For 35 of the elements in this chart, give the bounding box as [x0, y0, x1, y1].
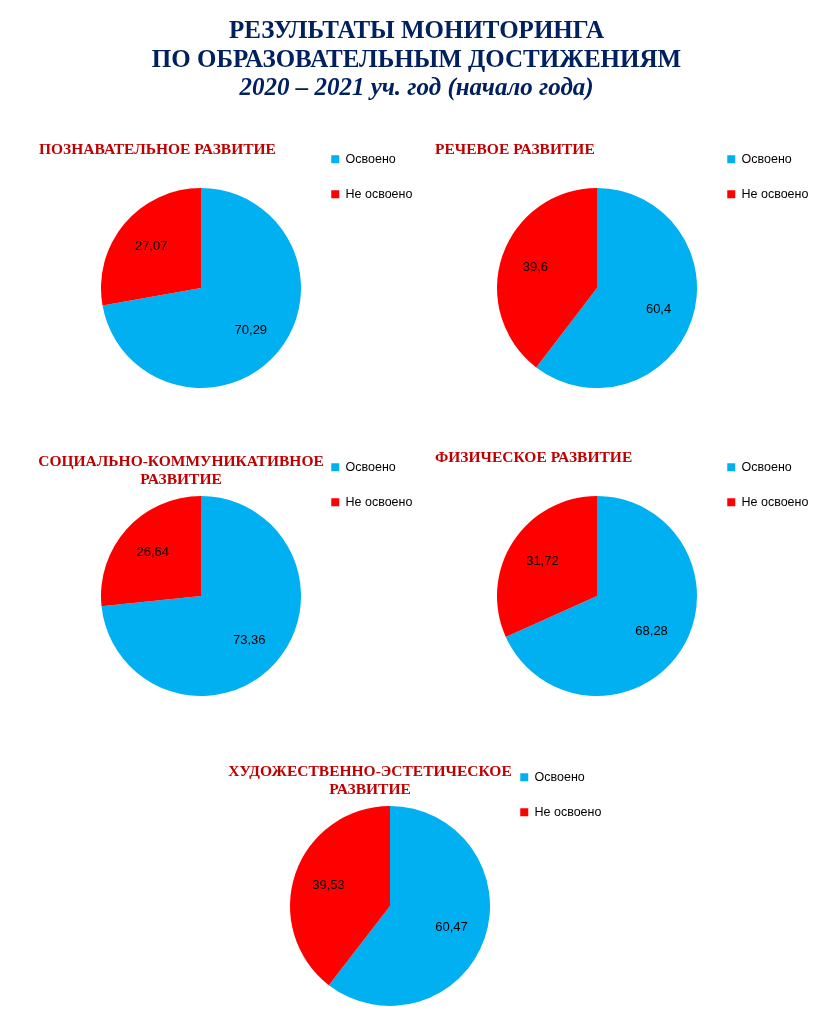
chart-title: СОЦИАЛЬНО-КОММУНИКАТИВНОЕ РАЗВИТИЕ — [38, 451, 324, 487]
legend-label: Не освоено — [741, 187, 809, 202]
data-label: 60,47 — [435, 919, 468, 934]
pie-slice — [101, 496, 301, 696]
data-label: 31,72 — [526, 552, 559, 568]
chart-title: ФИЗИЧЕСКОЕ РАЗВИТИЕ — [435, 447, 633, 465]
data-label: 39,6 — [522, 259, 549, 275]
data-label: 39,53 — [312, 877, 345, 892]
pie-slice — [505, 496, 697, 696]
legend-label: Не освоено — [345, 495, 413, 510]
text: 2020 – 2021 уч. год (начало года) — [238, 73, 594, 101]
legend-label: Освоено — [345, 460, 396, 475]
pie-slice — [290, 806, 390, 986]
pie-slice — [497, 496, 597, 637]
data-label: 68,28 — [635, 623, 668, 639]
chart-title: ПОЗНАВАТЕЛЬНОЕ РАЗВИТИЕ — [39, 139, 276, 157]
legend-label: Не освоено — [741, 495, 809, 510]
data-label: 27,07 — [134, 238, 168, 254]
legend-label: Освоено — [345, 152, 396, 167]
pie-slice — [102, 188, 301, 388]
legend-label: Освоено — [741, 152, 792, 167]
chart-title: ХУДОЖЕСТВЕННО-ЭСТЕТИЧЕСКОЕ РАЗВИТИЕ — [228, 761, 512, 797]
legend-label: Не освоено — [345, 187, 413, 202]
data-label: 73,36 — [232, 631, 266, 647]
legend-label: Не освоено — [534, 805, 602, 820]
legend-label: Освоено — [534, 770, 585, 785]
legend-label: Освоено — [741, 460, 792, 475]
data-label: 26,64 — [136, 544, 170, 560]
pie-slice — [497, 188, 597, 368]
text: РЕЗУЛЬТАТЫ МОНИТОРИНГА ПО ОБРАЗОВАТЕЛЬНЫМ ДОСТИЖЕНИЯМ — [151, 16, 682, 72]
chart-title: РЕЧЕВОЕ РАЗВИТИЕ — [435, 139, 595, 157]
data-label: 60,4 — [645, 300, 672, 316]
pie-slice — [101, 188, 201, 306]
data-label: 70,29 — [234, 321, 268, 337]
pie-slice — [101, 496, 201, 607]
